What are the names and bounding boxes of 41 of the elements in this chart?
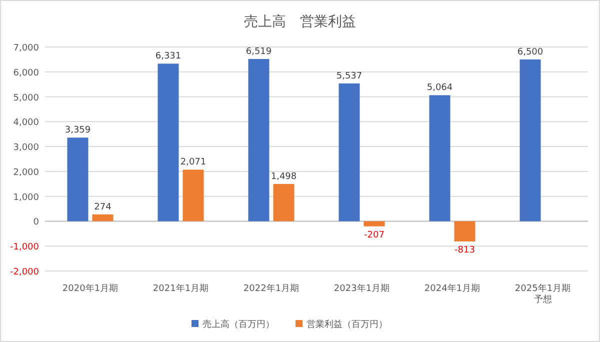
- bar: [454, 221, 476, 242]
- x-tick-label: 2021年1月期: [152, 283, 209, 294]
- bar: [92, 214, 114, 222]
- data-label: 6,519: [246, 46, 272, 57]
- data-label: 6,331: [155, 52, 182, 62]
- bar: [429, 95, 450, 222]
- x-tick-label: 2022年1月期: [243, 283, 300, 294]
- y-tick-label: 7,000: [13, 44, 40, 54]
- bar: [158, 64, 179, 222]
- bar: [182, 170, 204, 222]
- data-label: -207: [364, 230, 384, 240]
- y-tick-label: 1,000: [13, 192, 40, 203]
- y-tick-label: 3,000: [13, 143, 40, 154]
- data-label: -813: [454, 245, 475, 256]
- x-tick-label: 2023年1月期: [334, 283, 390, 294]
- x-tick-label: 2025年1月期予想: [514, 283, 571, 305]
- bar: [338, 83, 360, 222]
- y-tick-label: -2,000: [10, 268, 40, 278]
- y-tick-label: 5,000: [13, 93, 40, 104]
- data-label: 6,500: [517, 47, 544, 58]
- y-tick-label: 4,000: [13, 118, 40, 128]
- data-label: 274: [94, 202, 112, 212]
- bar: [248, 58, 270, 222]
- x-tick-label: 2020年1月期: [62, 283, 118, 294]
- data-label: 3,359: [64, 126, 91, 136]
- legend-label: 営業利益（百万円）: [306, 319, 388, 330]
- chart-title: 売上高 営業利益: [244, 14, 356, 30]
- data-label: 5,537: [336, 71, 362, 82]
- y-tick-label: 0: [33, 218, 40, 228]
- y-tick-label: 2,000: [13, 168, 40, 178]
- bar: [67, 138, 88, 222]
- x-tick-label: 2024年1月期: [424, 283, 480, 294]
- data-label: 5,064: [426, 83, 453, 94]
- y-tick-label: 6,000: [13, 68, 40, 78]
- bar: [273, 184, 294, 222]
- data-label: 2,071: [180, 158, 206, 168]
- bar: [520, 59, 541, 222]
- bar: [364, 221, 385, 226]
- y-tick-label: -1,000: [10, 242, 40, 253]
- data-label: 1,498: [270, 172, 297, 182]
- legend-label: 売上高（百万円）: [202, 319, 274, 330]
